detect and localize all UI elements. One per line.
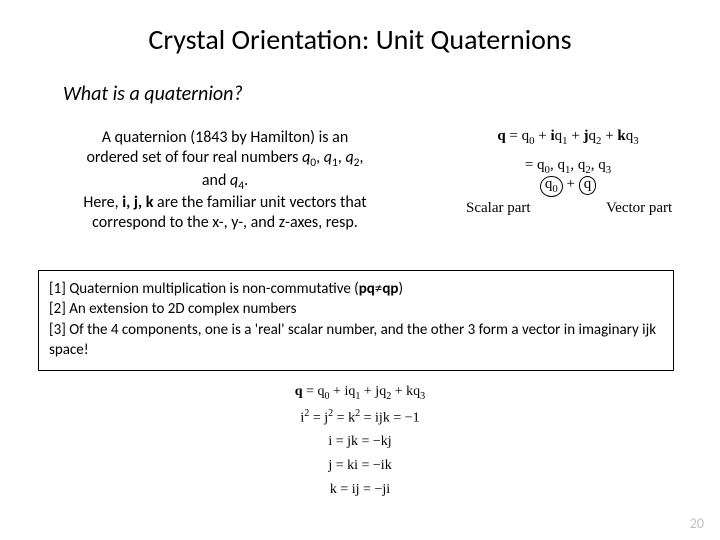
notes-box: [1] Quaternion multiplication is non-com… (38, 270, 674, 371)
eq: = (333, 411, 348, 426)
eq: = − (358, 458, 381, 473)
def-line: correspond to the x-, y-, and z-axes, re… (92, 213, 358, 232)
paren: ) (398, 280, 403, 298)
eq-q1: q (557, 157, 565, 173)
def-line: are the familiar unit vectors that (153, 193, 366, 212)
def-line: and (202, 171, 230, 190)
note-1: [1] Quaternion multiplication is non-com… (49, 279, 663, 299)
eq-plus: + (563, 176, 579, 192)
p: + (360, 384, 375, 399)
eq-plus: + (535, 128, 551, 144)
eq: = −1 (390, 411, 420, 426)
equation-block: q = q0 + iq1 + jq2 + kq3 i2 = j2 = k2 = … (0, 380, 720, 502)
comma: , (316, 148, 324, 167)
q: q (295, 384, 303, 399)
eq-s0c: 0 (552, 183, 557, 195)
dot: . (244, 171, 248, 190)
eq-eq: = (506, 128, 522, 144)
eq-q: q (497, 128, 505, 144)
k: k (383, 411, 390, 426)
var-q: q (324, 148, 332, 167)
eq-line-2: = q0, q1, q2, q3 q0 + q (525, 157, 611, 197)
eq-line-1: q = q0 + iq1 + jq2 + kq3 (438, 128, 698, 147)
eq: = − (360, 482, 383, 497)
eq-row-1: q = q0 + iq1 + jq2 + kq3 (0, 380, 720, 405)
k: k (381, 434, 388, 449)
var-q: q (230, 171, 238, 190)
pq-q: q (367, 280, 375, 298)
eq-s3: 3 (606, 164, 611, 176)
page-number: 20 (690, 515, 704, 532)
scalar-circle: q0 (540, 176, 563, 197)
s3: 3 (420, 391, 425, 402)
k: k (351, 434, 358, 449)
eq: = (337, 482, 352, 497)
eq: = (332, 434, 347, 449)
eq-q3: q (598, 157, 606, 173)
note-3: [3] Of the 4 components, one is a 'real'… (49, 320, 663, 361)
q0: q (318, 384, 325, 399)
eq-row-2: i2 = j2 = k2 = ijk = −1 (0, 405, 720, 430)
vector-circle: q (579, 176, 597, 195)
label-vector: Vector part (606, 200, 672, 217)
eq-eq: = (525, 157, 537, 173)
p: + (391, 384, 406, 399)
eq-q0: q (522, 128, 530, 144)
j: j (388, 434, 392, 449)
eq-q2: q (589, 128, 597, 144)
k: k (385, 458, 392, 473)
eq-row-3: i = jk = −kj (0, 430, 720, 454)
subheading: What is a quaternion? (63, 82, 243, 106)
comma: , (570, 157, 578, 173)
k: k (330, 482, 337, 497)
eq-q0: q (537, 157, 545, 173)
i: i (386, 482, 390, 497)
pq-p: p (359, 280, 367, 298)
eq-plus: + (568, 128, 584, 144)
equation-area: q = q0 + iq1 + jq2 + kq3 = q0, q1, q2, q… (438, 128, 698, 197)
note-text: [1] Quaternion multiplication is non-com… (49, 280, 359, 298)
label-scalar: Scalar part (466, 200, 531, 217)
note-2: [2] An extension to 2D complex numbers (49, 299, 663, 319)
eq: = (332, 458, 347, 473)
definition-text: A quaternion (1843 by Hamilton) is an or… (30, 128, 420, 233)
eq-row-5: k = ij = −ji (0, 478, 720, 502)
eq-s3: 3 (633, 135, 638, 147)
eq-plus: + (601, 128, 617, 144)
p: + (330, 384, 345, 399)
eq: = − (358, 434, 381, 449)
slide-title: Crystal Orientation: Unit Quaternions (0, 22, 720, 57)
comma: , (360, 148, 364, 167)
eq: = (309, 411, 324, 426)
slide: Crystal Orientation: Unit Quaternions Wh… (0, 0, 720, 540)
ijk: i, j, k (122, 193, 153, 212)
eq-row-4: j = ki = −ik (0, 454, 720, 478)
eq: = (360, 411, 375, 426)
eq: = (303, 384, 318, 399)
eq-qv: q (584, 176, 592, 192)
def-line: A quaternion (1843 by Hamilton) is an (102, 128, 348, 147)
eq-k: k (617, 128, 625, 144)
var-q: q (345, 148, 353, 167)
def-line: ordered set of four real numbers (86, 148, 302, 167)
def-line: Here, (83, 193, 122, 212)
